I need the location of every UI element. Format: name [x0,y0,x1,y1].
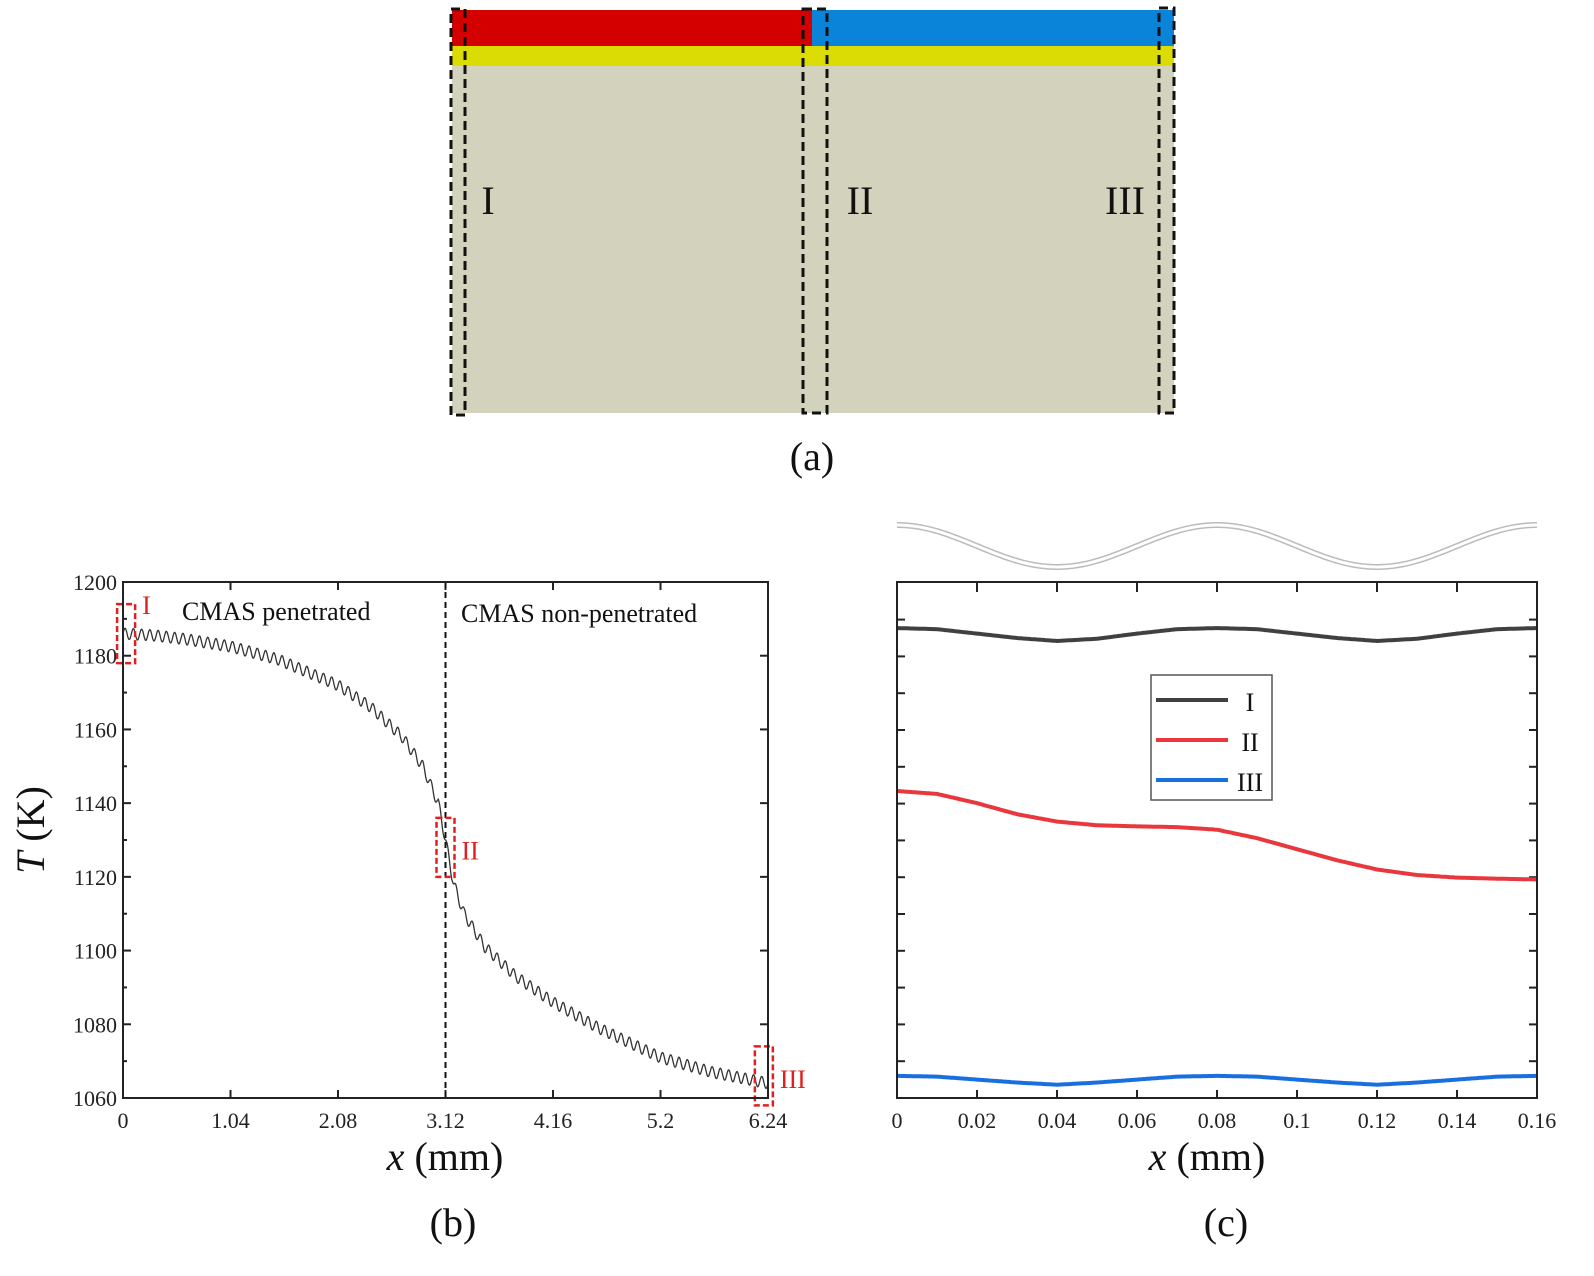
y-tick-label-b: 1080 [73,1012,117,1037]
panel-label-a: (a) [790,434,834,479]
y-tick-label-b: 1180 [74,644,117,669]
region-marker-label: I [142,591,151,620]
surface-profile-outline [897,522,1537,570]
non-penetrated-topcoat-layer [812,10,1174,47]
x-tick-label-b: 6.24 [749,1108,788,1133]
region-box-III [1157,6,1176,415]
y-tick-label-b: 1200 [73,570,117,595]
y-axis-symbol: T [8,849,53,874]
x-axis-symbol: x [1148,1134,1167,1179]
x-axis-label-c: x (mm) [1148,1134,1266,1179]
region-box-I [449,7,467,417]
x-tick-label-c: 0.06 [1118,1108,1157,1133]
x-tick-label-b: 1.04 [211,1108,250,1133]
substrate-layer [452,66,1174,413]
x-tick-label-c: 0.1 [1283,1108,1311,1133]
legend-label-III: III [1237,768,1263,797]
y-tick-label-b: 1060 [73,1086,117,1111]
legend-label-I: I [1246,688,1255,717]
x-tick-label-c: 0 [892,1108,903,1133]
y-tick-label-b: 1120 [74,865,117,890]
x-axis-unit: (mm) [404,1134,503,1179]
x-axis-label-b: x (mm) [386,1134,504,1179]
region-box-II [801,7,829,415]
x-tick-label-b: 4.16 [534,1108,573,1133]
x-tick-label-b: 3.12 [426,1108,465,1133]
region-marker-label: III [780,1065,806,1094]
panel-label-c: (c) [1204,1200,1248,1245]
region-marker-I [115,602,137,665]
x-tick-label-c: 0.12 [1358,1108,1397,1133]
y-tick-label-b: 1100 [74,939,117,964]
x-tick-label-c: 0.14 [1438,1108,1477,1133]
x-tick-label-c: 0.08 [1198,1108,1237,1133]
x-tick-label-b: 0 [118,1108,129,1133]
series-line-II [896,789,1537,882]
x-axis-unit: (mm) [1166,1134,1265,1179]
region-marker-III [753,1045,775,1107]
series-line-I [897,626,1537,644]
plot-frame-b [122,581,769,1099]
plot-frame-c [896,581,1538,1099]
x-axis-symbol: x [386,1134,405,1179]
annotation-penetrated: CMAS penetrated [182,597,370,626]
region-label-I: I [481,178,494,223]
region-label-II: II [847,178,874,223]
panel-label-b: (b) [430,1200,477,1245]
surface-profile-fill [897,523,1537,569]
x-tick-label-c: 0.02 [958,1108,997,1133]
chart-b: 0 1.04 2.08 3.12 4.16 5.2 6.24 1060 1080 1100 1120… [8,570,806,1245]
y-axis-unit: (K) [8,786,53,852]
x-tick-label-c: 0.04 [1038,1108,1077,1133]
region-marker-label: II [462,836,479,865]
y-axis-label-b: T (K) [8,786,53,874]
legend-label-II: II [1241,728,1258,757]
bond-coat-layer [452,46,1174,67]
chart-c: 0 0.02 0.04 0.06 0.08 0.1 0.12 0.14 0.16 IIIIII … [892,522,1557,1245]
annotation-non-penetrated: CMAS non-penetrated [461,599,697,628]
panel-a-schematic: I II III (a) [449,6,1176,479]
region-marker-II [435,816,456,879]
temperature-curve [122,627,769,1090]
x-tick-label-b: 5.2 [647,1108,675,1133]
x-tick-label-b: 2.08 [319,1108,358,1133]
x-tick-label-c: 0.16 [1518,1108,1557,1133]
series-line-III [897,1073,1537,1087]
y-tick-label-b: 1140 [74,791,117,816]
region-label-III: III [1105,178,1145,223]
y-tick-label-b: 1160 [74,717,117,742]
penetrated-topcoat-layer [452,10,812,47]
